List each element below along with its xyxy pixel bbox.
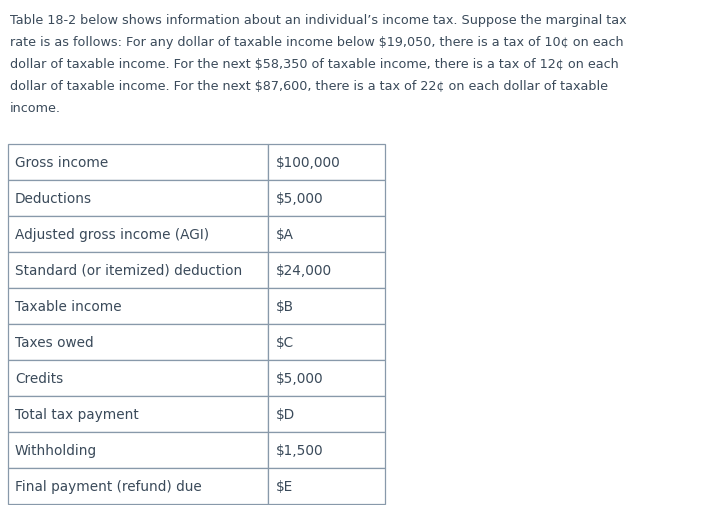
Text: dollar of taxable income. For the next $87,600, there is a tax of 22¢ on each do: dollar of taxable income. For the next $…: [10, 80, 608, 93]
Bar: [8, 360, 268, 396]
Bar: [8, 288, 268, 324]
Text: Taxes owed: Taxes owed: [15, 335, 93, 349]
Text: Gross income: Gross income: [15, 156, 108, 170]
Bar: [268, 360, 385, 396]
Text: $D: $D: [276, 407, 295, 421]
Bar: [268, 288, 385, 324]
Bar: [268, 432, 385, 468]
Text: Final payment (refund) due: Final payment (refund) due: [15, 479, 202, 493]
Bar: [268, 181, 385, 217]
Text: $A: $A: [276, 228, 294, 241]
Text: $C: $C: [276, 335, 294, 349]
Text: $B: $B: [276, 299, 294, 314]
Text: Standard (or itemized) deduction: Standard (or itemized) deduction: [15, 264, 242, 277]
Bar: [8, 217, 268, 252]
Bar: [8, 432, 268, 468]
Bar: [8, 145, 268, 181]
Bar: [8, 324, 268, 360]
Bar: [268, 217, 385, 252]
Text: $E: $E: [276, 479, 293, 493]
Bar: [268, 324, 385, 360]
Text: Adjusted gross income (AGI): Adjusted gross income (AGI): [15, 228, 209, 241]
Text: Withholding: Withholding: [15, 443, 97, 457]
Text: dollar of taxable income. For the next $58,350 of taxable income, there is a tax: dollar of taxable income. For the next $…: [10, 58, 619, 71]
Bar: [268, 145, 385, 181]
Text: Deductions: Deductions: [15, 191, 92, 206]
Text: income.: income.: [10, 102, 61, 115]
Bar: [8, 468, 268, 504]
Text: $1,500: $1,500: [276, 443, 324, 457]
Bar: [268, 396, 385, 432]
Bar: [268, 252, 385, 288]
Text: $100,000: $100,000: [276, 156, 341, 170]
Text: Table 18-2 below shows information about an individual’s income tax. Suppose the: Table 18-2 below shows information about…: [10, 14, 627, 27]
Bar: [8, 396, 268, 432]
Text: Taxable income: Taxable income: [15, 299, 122, 314]
Bar: [8, 181, 268, 217]
Text: Credits: Credits: [15, 371, 63, 385]
Bar: [8, 252, 268, 288]
Text: rate is as follows: For any dollar of taxable income below $19,050, there is a t: rate is as follows: For any dollar of ta…: [10, 36, 624, 49]
Text: $5,000: $5,000: [276, 371, 324, 385]
Text: $24,000: $24,000: [276, 264, 332, 277]
Text: $5,000: $5,000: [276, 191, 324, 206]
Text: Total tax payment: Total tax payment: [15, 407, 139, 421]
Bar: [268, 468, 385, 504]
